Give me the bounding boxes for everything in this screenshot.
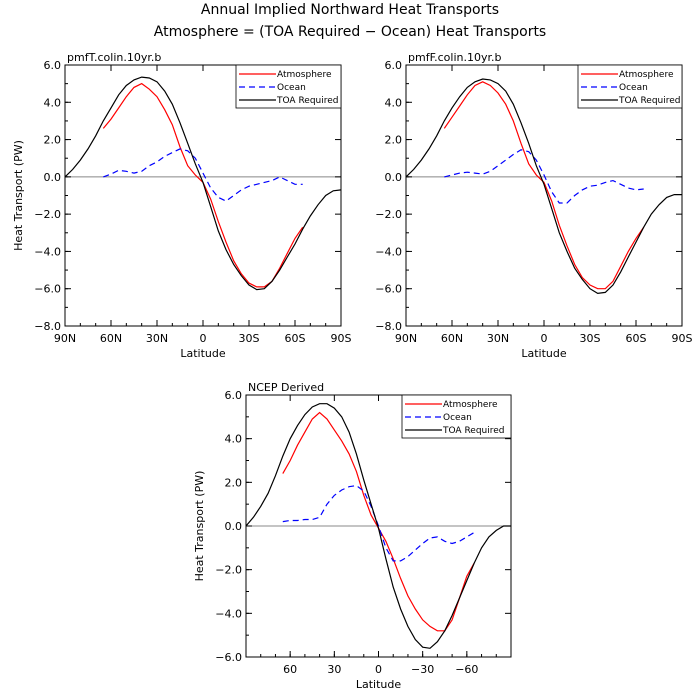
x-tick-label: 30N xyxy=(146,332,168,345)
chart-panels: pmfT.colin.10yr.b 90N 60N 30N 0 30S 60S 90S 6.0 4… xyxy=(12,51,693,691)
x-tick-label: 30 xyxy=(327,663,341,676)
y-tick-label: 2.0 xyxy=(385,134,403,147)
x-tick-label: 90S xyxy=(672,332,693,345)
series-line-ocean xyxy=(444,149,644,204)
x-tick-label: 60 xyxy=(283,663,297,676)
legend-label: TOA Required xyxy=(618,96,681,106)
x-tick-label: 60S xyxy=(626,332,647,345)
y-tick-label: 6.0 xyxy=(225,389,243,402)
chart-subtitle: NCEP Derived xyxy=(248,381,324,394)
figure-title: Annual Implied Northward Heat Transports xyxy=(201,2,499,18)
x-tick-label: 0 xyxy=(200,332,207,345)
y-axis-label: Heat Transport (PW) xyxy=(12,140,25,251)
y-tick-label: −6.0 xyxy=(375,283,402,296)
x-tick-label: 60S xyxy=(285,332,306,345)
y-tick-label: 4.0 xyxy=(225,433,243,446)
legend-label: Atmosphere xyxy=(619,70,674,80)
legend-label: TOA Required xyxy=(442,426,505,436)
y-tick-label: 4.0 xyxy=(44,96,62,109)
legend-label: Atmosphere xyxy=(443,400,498,410)
chart-1: pmfT.colin.10yr.b 90N 60N 30N 0 30S 60S 90S 6.0 4… xyxy=(12,51,352,360)
y-tick-label: −4.0 xyxy=(375,245,402,258)
legend: Atmosphere Ocean TOA Required xyxy=(401,394,512,439)
x-tick-label: 90S xyxy=(331,332,352,345)
series-line-atmosphere xyxy=(443,81,645,290)
chart-subtitle: pmfT.colin.10yr.b xyxy=(67,51,161,64)
y-tick-label: −6.0 xyxy=(215,651,242,664)
legend: Atmosphere Ocean TOA Required xyxy=(235,64,342,109)
y-tick-label: −2.0 xyxy=(34,208,61,221)
y-tick-label: −8.0 xyxy=(34,320,61,333)
legend-label: TOA Required xyxy=(276,96,339,106)
x-tick-label: 30N xyxy=(487,332,509,345)
x-tick-label: 90N xyxy=(395,332,417,345)
y-tick-label: 0.0 xyxy=(385,171,403,184)
x-axis-label: Latitude xyxy=(180,347,226,360)
y-tick-label: 2.0 xyxy=(225,476,243,489)
y-tick-label: −6.0 xyxy=(34,283,61,296)
series-line-toa-required xyxy=(245,403,511,649)
x-tick-label: 0 xyxy=(375,663,382,676)
x-tick-label: 90N xyxy=(54,332,76,345)
figure-subtitle: Atmosphere = (TOA Required − Ocean) Heat… xyxy=(154,24,546,40)
chart-subtitle: pmfF.colin.10yr.b xyxy=(408,51,502,64)
legend-label: Ocean xyxy=(277,83,306,93)
series-line-toa-required xyxy=(64,76,342,291)
x-tick-label: 0 xyxy=(541,332,548,345)
y-tick-label: 2.0 xyxy=(44,134,62,147)
y-tick-label: 4.0 xyxy=(385,96,403,109)
y-tick-label: 6.0 xyxy=(385,59,403,72)
series-line-toa-required xyxy=(405,78,682,295)
y-tick-label: 0.0 xyxy=(44,171,62,184)
x-tick-label: 30S xyxy=(580,332,601,345)
chart-3: NCEP Derived 60 30 0 −30 −60 6.0 4.0 2.0 0.0 −2.0 −… xyxy=(193,381,512,691)
y-tick-label: −8.0 xyxy=(375,320,402,333)
y-axis-label: Heat Transport (PW) xyxy=(193,471,206,582)
series-line-atmosphere xyxy=(102,82,304,288)
series-line-ocean xyxy=(282,484,475,562)
legend-label: Ocean xyxy=(619,83,648,93)
y-tick-label: 6.0 xyxy=(44,59,62,72)
series-line-atmosphere xyxy=(282,411,475,632)
x-tick-label: 60N xyxy=(441,332,463,345)
y-tick-label: 0.0 xyxy=(225,520,243,533)
legend-label: Ocean xyxy=(443,413,472,423)
y-tick-label: −4.0 xyxy=(215,607,242,620)
x-tick-label: 30S xyxy=(239,332,260,345)
chart-2: pmfF.colin.10yr.b 90N 60N 30N 0 30S 60S 90S 6.0 4… xyxy=(375,51,692,360)
y-tick-label: −2.0 xyxy=(375,208,402,221)
series-line-ocean xyxy=(103,148,303,202)
x-tick-label: 60N xyxy=(100,332,122,345)
legend: Atmosphere Ocean TOA Required xyxy=(577,64,683,109)
x-axis-label: Latitude xyxy=(356,678,402,691)
x-axis-label: Latitude xyxy=(521,347,567,360)
legend-label: Atmosphere xyxy=(277,70,332,80)
x-tick-label: −30 xyxy=(411,663,434,676)
y-tick-label: −2.0 xyxy=(215,564,242,577)
x-tick-label: −60 xyxy=(455,663,478,676)
y-tick-label: −4.0 xyxy=(34,245,61,258)
